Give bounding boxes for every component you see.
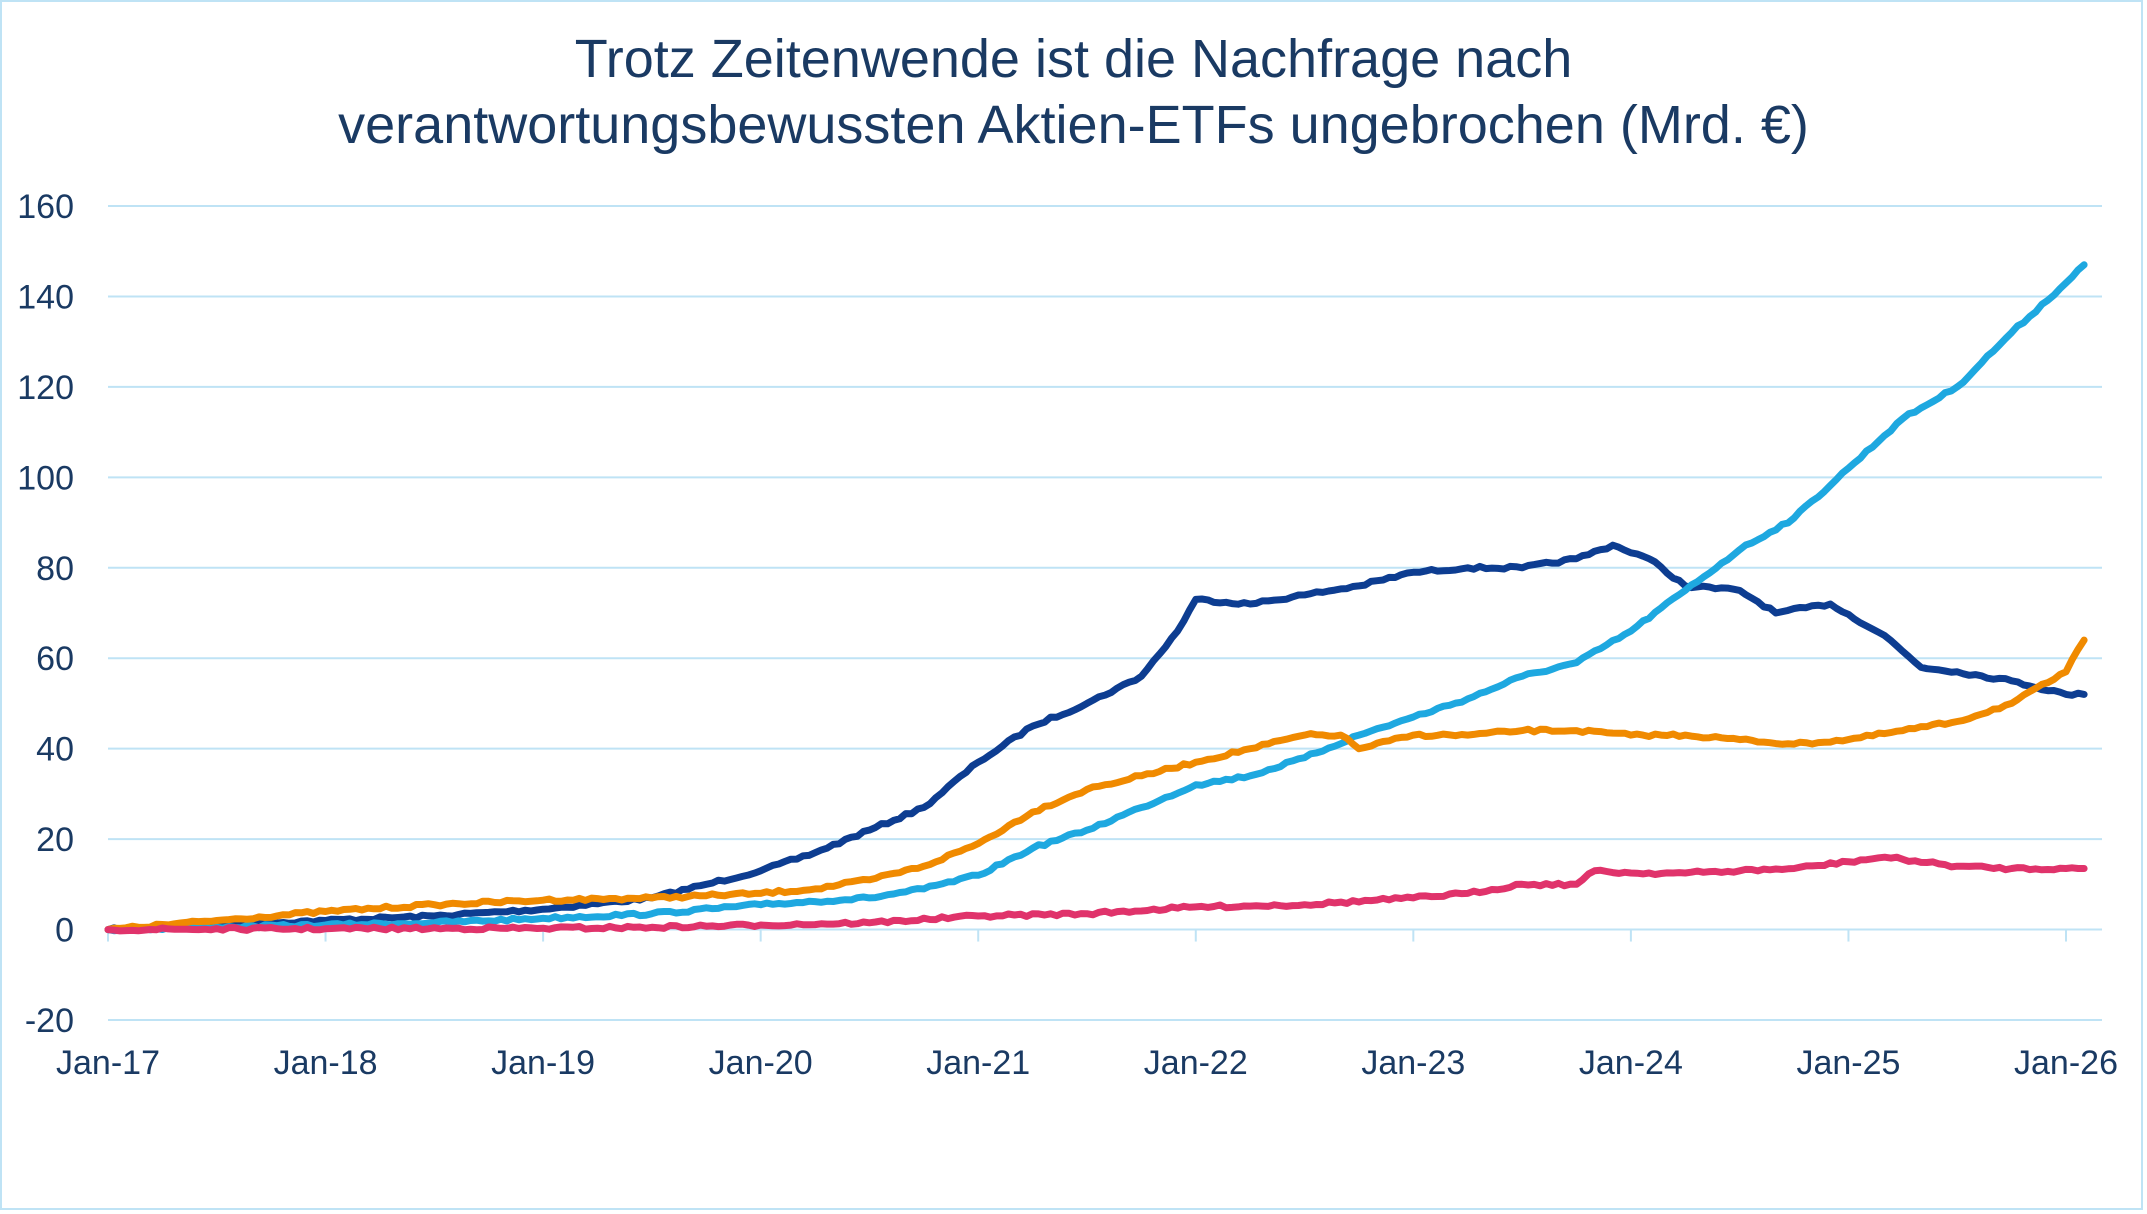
series-line-1 (104, 541, 2088, 934)
x-axis: Jan-17 Jan-18 Jan-19 Jan-20 Jan-21 Jan-22 Jan-… (56, 928, 2118, 1082)
series-line-2 (104, 261, 2088, 935)
y-tick-label: 80 (36, 550, 74, 588)
x-tick-label: Jan-26 (2014, 1044, 2118, 1082)
y-tick-label: -20 (25, 1002, 74, 1040)
y-tick-label: 100 (17, 459, 74, 497)
series-line-3 (104, 636, 2088, 934)
y-tick-label: 120 (17, 369, 74, 407)
chart-title: Trotz Zeitenwende ist die Nachfrage nach… (0, 26, 2147, 158)
x-tick-label: Jan-24 (1579, 1044, 1683, 1082)
chart-title-line2: verantwortungsbewussten Aktien-ETFs unge… (338, 95, 1809, 155)
y-tick-label: 60 (36, 640, 74, 678)
x-tick-label: Jan-25 (1796, 1044, 1900, 1082)
gridlines (108, 205, 2102, 1021)
x-tick-label: Jan-21 (926, 1044, 1030, 1082)
y-tick-label: 140 (17, 278, 74, 316)
x-tick-label: Jan-19 (491, 1044, 595, 1082)
series-lines (104, 261, 2088, 935)
y-tick-label: 20 (36, 821, 74, 859)
x-tick-label: Jan-23 (1361, 1044, 1465, 1082)
x-tick-label: Jan-22 (1144, 1044, 1248, 1082)
y-axis-ticks: -20 0 20 40 60 80 100 120 140 160 (17, 188, 74, 1040)
x-tick-label: Jan-18 (274, 1044, 378, 1082)
x-tick-label: Jan-20 (709, 1044, 813, 1082)
y-tick-label: 0 (55, 912, 74, 950)
y-tick-label: 40 (36, 731, 74, 769)
chart-title-line1: Trotz Zeitenwende ist die Nachfrage nach (574, 29, 1573, 89)
y-tick-label: 160 (17, 188, 74, 226)
series-line-4 (104, 853, 2088, 935)
x-tick-label: Jan-17 (56, 1044, 160, 1082)
